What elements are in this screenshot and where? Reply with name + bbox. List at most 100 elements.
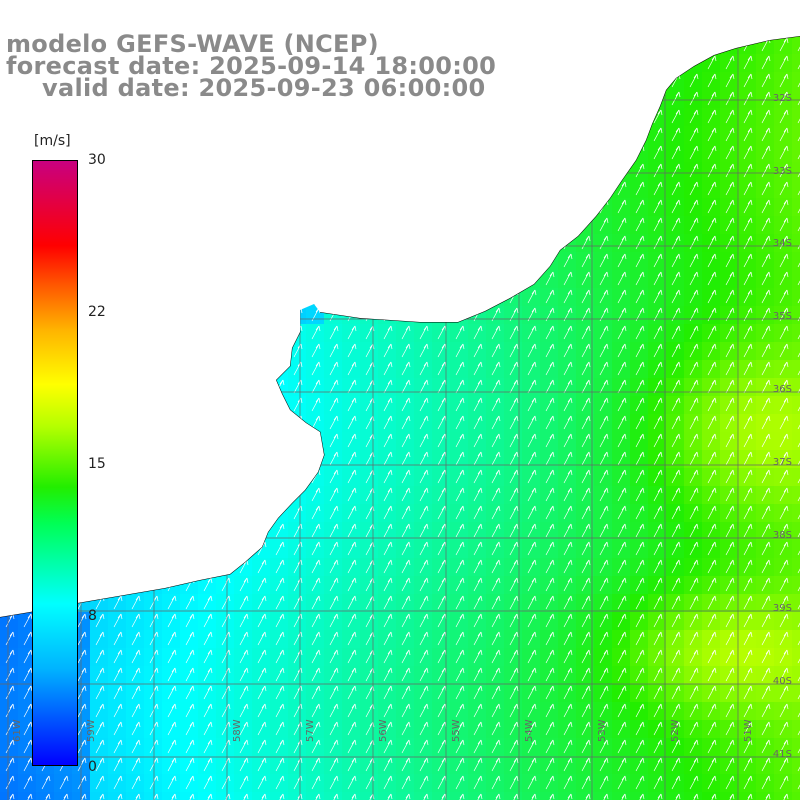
wind-arrow	[725, 181, 735, 196]
wind-arrow	[401, 577, 411, 592]
wind-arrow	[761, 775, 771, 790]
wind-arrow	[653, 109, 663, 124]
wind-field-cell	[738, 792, 757, 800]
wind-arrow	[725, 775, 735, 790]
wind-arrow	[779, 415, 789, 430]
wind-arrow	[725, 271, 735, 286]
colorbar-tick-0: 0	[88, 759, 97, 775]
wind-field-cell	[792, 756, 800, 775]
wind-arrow	[455, 649, 465, 664]
wind-arrow	[617, 253, 627, 268]
wind-arrow	[761, 667, 771, 682]
wind-arrow	[617, 235, 627, 250]
wind-arrow	[779, 775, 789, 790]
wind-arrow	[455, 667, 465, 682]
wind-arrow	[707, 469, 717, 484]
wind-arrow	[131, 595, 141, 610]
wind-arrow	[743, 217, 753, 232]
wind-arrow	[545, 505, 555, 520]
wind-arrow	[113, 667, 123, 682]
lat-label: 34S	[772, 238, 792, 249]
wind-arrow	[783, 793, 789, 800]
wind-arrow	[5, 757, 15, 772]
wind-arrow	[707, 613, 717, 628]
wind-arrow	[221, 667, 231, 682]
wind-arrow	[329, 325, 339, 340]
wind-arrow	[743, 127, 753, 142]
wind-arrow	[603, 793, 609, 800]
wind-arrow	[419, 523, 429, 538]
wind-arrow	[131, 757, 141, 772]
wind-arrow	[599, 289, 609, 304]
wind-arrow	[761, 649, 771, 664]
wind-arrow	[635, 487, 645, 502]
wind-arrow	[563, 577, 573, 592]
wind-arrow	[707, 577, 717, 592]
wind-arrow	[491, 397, 501, 412]
wind-field-cell	[792, 288, 800, 307]
wind-arrow	[527, 739, 537, 754]
wind-field-cell	[792, 234, 800, 253]
wind-arrow	[23, 685, 33, 700]
wind-arrow	[63, 793, 69, 800]
wind-arrow	[149, 613, 159, 628]
wind-arrow	[419, 487, 429, 502]
wind-field-cell	[756, 792, 775, 800]
wind-arrow	[707, 199, 717, 214]
wind-arrow	[401, 559, 411, 574]
wind-field-cell	[792, 342, 800, 361]
wind-arrow	[765, 793, 771, 800]
wind-arrow	[725, 91, 735, 106]
wind-arrow	[113, 739, 123, 754]
wind-arrow	[473, 595, 483, 610]
wind-arrow	[401, 361, 411, 376]
wind-arrow	[617, 343, 627, 358]
wind-arrow	[275, 559, 285, 574]
wind-arrow	[563, 757, 573, 772]
wind-field-cell	[720, 792, 739, 800]
wind-arrow	[383, 325, 393, 340]
wind-arrow	[383, 703, 393, 718]
wind-arrow	[383, 379, 393, 394]
wind-arrow	[491, 757, 501, 772]
wind-arrow	[203, 613, 213, 628]
wind-field-cell	[612, 792, 631, 800]
wind-field-cell	[792, 720, 800, 739]
wind-arrow	[581, 379, 591, 394]
wind-arrow	[491, 505, 501, 520]
wind-arrow	[545, 721, 555, 736]
wind-arrow	[797, 226, 800, 232]
wind-arrow	[671, 685, 681, 700]
wind-arrow	[509, 613, 519, 628]
wind-arrow	[761, 559, 771, 574]
wind-field-cell	[792, 324, 800, 343]
wind-arrow	[797, 730, 800, 736]
wind-arrow	[491, 451, 501, 466]
wind-arrow	[653, 487, 663, 502]
lon-label: 59W	[86, 719, 97, 742]
wind-arrow	[509, 469, 519, 484]
wind-field-cell	[792, 774, 800, 793]
wind-arrow	[689, 199, 699, 214]
lat-label: 36S	[772, 384, 792, 395]
wind-arrow	[419, 379, 429, 394]
wind-arrow	[689, 775, 699, 790]
wind-arrow	[797, 568, 800, 574]
wind-arrow	[671, 235, 681, 250]
wind-arrow	[491, 361, 501, 376]
wind-arrow	[419, 649, 429, 664]
wind-arrow	[653, 595, 663, 610]
wind-arrow	[239, 685, 249, 700]
wind-arrow	[455, 433, 465, 448]
wind-arrow	[725, 397, 735, 412]
wind-field-cell	[792, 792, 800, 800]
wind-arrow	[779, 379, 789, 394]
wind-arrow	[527, 703, 537, 718]
wind-arrow	[761, 199, 771, 214]
wind-arrow	[653, 415, 663, 430]
wind-arrow	[671, 649, 681, 664]
wind-field-cell	[792, 378, 800, 397]
wind-arrow	[581, 505, 591, 520]
wind-arrow	[527, 577, 537, 592]
wind-arrow	[473, 757, 483, 772]
